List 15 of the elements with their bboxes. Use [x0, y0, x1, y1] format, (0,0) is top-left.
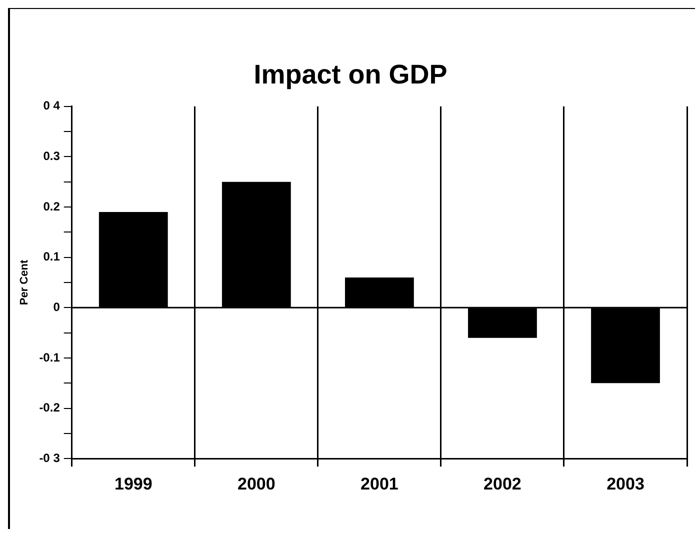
y-tick-label: -0.1	[39, 350, 60, 364]
y-tick-label: 0.1	[43, 250, 60, 264]
x-tick-label: 1999	[114, 474, 152, 494]
y-tick-label: 0	[53, 300, 60, 314]
y-tick-label: -0 3	[39, 450, 60, 465]
y-tick-label: 0.3	[43, 149, 60, 164]
x-tick-label: 2002	[484, 474, 522, 494]
x-tick-label: 2001	[360, 474, 398, 494]
y-axis-title: Per Cent	[18, 260, 31, 306]
y-tick-label: 0 4	[43, 98, 60, 113]
chart-title: Impact on GDP	[254, 60, 448, 90]
y-tick-label: -0.2	[39, 400, 60, 415]
y-tick-label: 0.2	[43, 199, 60, 214]
x-tick-label: 2003	[606, 474, 644, 494]
x-tick-label: 2000	[238, 474, 276, 494]
